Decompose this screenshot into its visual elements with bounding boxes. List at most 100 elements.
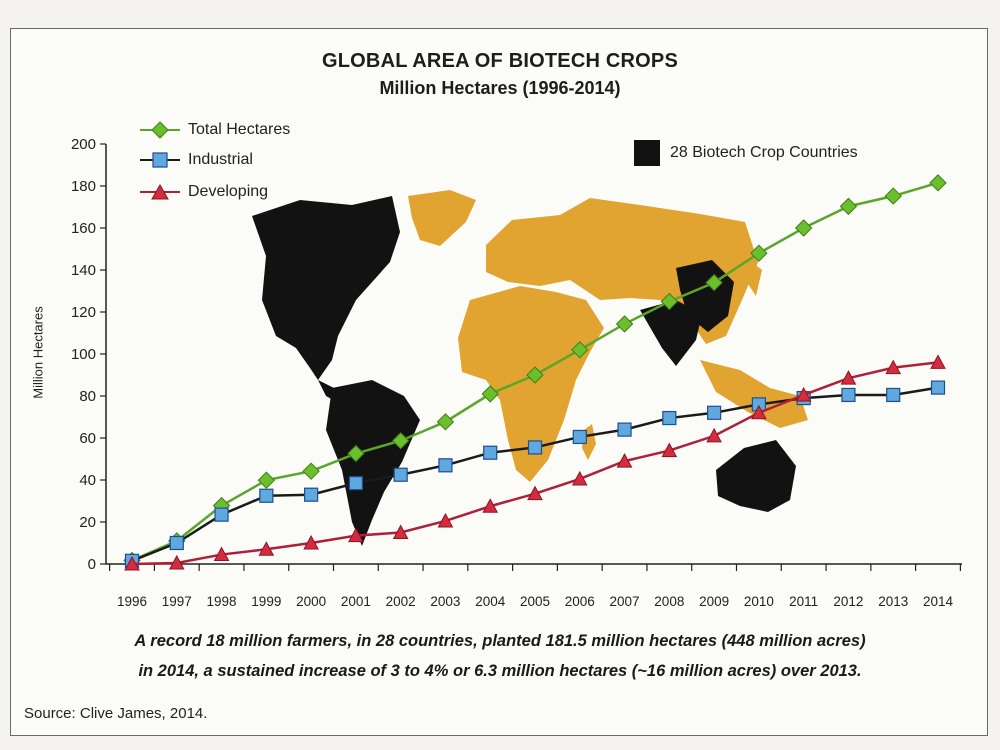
- point-total-hectares: [794, 219, 813, 237]
- point-developing: [930, 354, 946, 369]
- point-industrial: [259, 488, 274, 503]
- point-industrial: [304, 487, 319, 502]
- point-developing: [751, 404, 767, 420]
- point-total-hectares: [929, 174, 947, 192]
- chart-axes: 0 20 40 60 80 100 120 140 160 180 200 1996 1997 1998 1…: [71, 136, 962, 609]
- point-developing: [303, 534, 319, 550]
- map-se-asia: [700, 360, 808, 428]
- point-developing: [661, 442, 678, 458]
- x-tick-label: 1998: [207, 594, 237, 609]
- legend-developing-label: Developing: [188, 183, 269, 200]
- point-total-hectares: [705, 273, 723, 292]
- point-total-hectares: [302, 462, 320, 480]
- legend-total-label: Total Hectares: [188, 121, 291, 138]
- caption-line-2: in 2014, a sustained increase of 3 to 4%…: [138, 662, 862, 680]
- point-industrial: [662, 410, 677, 426]
- y-tick-label: 200: [71, 136, 96, 153]
- point-industrial: [886, 387, 901, 403]
- point-total-hectares: [526, 366, 544, 384]
- legend-industrial: Industrial: [140, 149, 253, 171]
- x-tick-label: 2001: [341, 594, 371, 609]
- x-tick-label: 2014: [923, 594, 954, 609]
- chart-title: GLOBAL AREA OF BIOTECH CROPS: [322, 50, 678, 72]
- x-tick-label: 2003: [430, 594, 460, 609]
- x-tick-label: 2012: [833, 594, 863, 609]
- point-developing: [885, 359, 902, 375]
- square-marker-icon: [140, 152, 180, 168]
- point-developing: [258, 541, 275, 556]
- point-total-hectares: [750, 244, 768, 262]
- x-tick-label: 2006: [565, 594, 595, 609]
- point-total-hectares: [436, 413, 455, 431]
- point-developing: [616, 453, 633, 468]
- point-developing: [124, 555, 140, 571]
- point-industrial: [483, 445, 498, 460]
- x-tick-label: 2011: [789, 594, 818, 609]
- y-tick-label: 160: [71, 220, 96, 237]
- point-developing: [392, 524, 409, 539]
- x-tick-label: 2007: [610, 594, 640, 609]
- chart-subtitle: Million Hectares (1996-2014): [379, 78, 621, 98]
- caption-line-1: A record 18 million farmers, in 28 count…: [134, 632, 866, 650]
- map-australia: [716, 440, 796, 512]
- legend-industrial-label: Industrial: [188, 151, 253, 168]
- x-tick-label: 2009: [699, 594, 729, 609]
- point-developing: [482, 498, 499, 513]
- source-note: Source: Clive James, 2014.: [24, 705, 208, 722]
- legend-developing: Developing: [140, 181, 268, 203]
- map-south-america: [326, 380, 420, 546]
- x-tick-label: 2005: [520, 594, 550, 609]
- point-total-hectares: [481, 385, 499, 403]
- point-industrial: [214, 507, 229, 522]
- map-japan: [748, 262, 762, 296]
- point-industrial: [841, 387, 856, 403]
- y-tick-label: 0: [88, 556, 96, 573]
- point-industrial: [707, 405, 722, 420]
- point-total-hectares: [884, 187, 902, 205]
- y-tick-label: 180: [71, 178, 96, 195]
- point-industrial: [930, 380, 946, 395]
- y-axis-label: Million Hectares: [30, 306, 46, 399]
- point-industrial: [393, 467, 408, 482]
- x-tick-label: 2002: [386, 594, 416, 609]
- point-total-hectares: [391, 432, 410, 450]
- point-total-hectares: [571, 341, 589, 359]
- point-developing: [795, 386, 812, 402]
- point-industrial: [617, 422, 632, 437]
- triangle-marker-icon: [140, 183, 180, 200]
- x-tick-label: 1997: [162, 594, 192, 609]
- biotech-country-swatch: [634, 140, 660, 166]
- y-tick-label: 40: [79, 472, 96, 489]
- y-tick-label: 100: [71, 346, 96, 363]
- chart-series: [123, 174, 947, 571]
- point-total-hectares: [257, 471, 276, 489]
- map-north-america: [252, 196, 400, 380]
- point-developing: [527, 485, 543, 501]
- map-greenland: [408, 190, 476, 246]
- world-map: [252, 190, 808, 546]
- map-africa: [458, 286, 604, 482]
- x-tick-label: 2008: [654, 594, 684, 609]
- y-tick-label: 140: [71, 262, 96, 279]
- x-tick-label: 2010: [744, 594, 774, 609]
- diamond-marker-icon: [140, 121, 180, 139]
- point-industrial: [169, 535, 184, 551]
- point-total-hectares: [347, 444, 365, 463]
- point-developing: [168, 554, 185, 570]
- point-developing: [213, 546, 230, 562]
- point-developing: [571, 470, 588, 486]
- point-total-hectares: [839, 197, 858, 216]
- point-total-hectares: [615, 315, 634, 333]
- x-tick-label: 2004: [475, 594, 506, 609]
- point-industrial: [527, 440, 543, 455]
- map-india: [640, 300, 702, 366]
- y-tick-label: 120: [71, 304, 96, 321]
- y-tick-label: 60: [79, 430, 96, 447]
- point-total-hectares: [660, 292, 679, 311]
- point-developing: [706, 427, 722, 443]
- point-developing: [840, 370, 857, 385]
- x-tick-label: 1996: [117, 594, 147, 609]
- point-developing: [348, 527, 364, 543]
- point-industrial: [572, 429, 587, 445]
- x-tick-label: 2013: [878, 594, 908, 609]
